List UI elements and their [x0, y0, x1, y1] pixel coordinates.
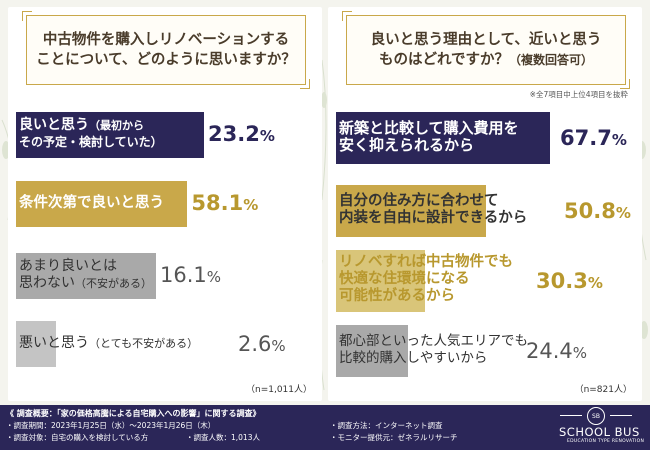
left-bar-value-3: 16.1% — [160, 263, 222, 287]
left-bar-2 — [16, 181, 188, 227]
right-chart-panel: 良いと思う理由として、近いと思う ものはどれですか？（複数回答可） ※全7項目中… — [328, 7, 642, 401]
left-bar-value-1: 23.2% — [208, 122, 275, 146]
left-bar-1 — [16, 112, 204, 158]
left-question-line2: ことについて、どのように思いますか？ — [36, 52, 296, 68]
right-bar-value-2: 50.8% — [564, 199, 631, 223]
right-bar-row-2: 自分の住み方に合わせて 内装を自由に設計できるから 50.8% — [336, 185, 636, 237]
footer-provider: ・モニター提供元：ゼネラルリサーチ — [330, 433, 458, 442]
right-bar-row-4: 都心部といった人気エリアでも 比較的購入しやすいから 24.4% — [336, 325, 636, 377]
left-bar-row-3: あまり良いとは 思わない（不安がある） 16.1% — [16, 253, 316, 299]
logo-tagline: EDUCATION TYPE RENOVATION — [567, 439, 645, 444]
left-bar-label-4: 悪いと思う（とても不安がある） — [19, 335, 199, 351]
left-bar-3 — [16, 253, 156, 299]
corner-decoration — [22, 11, 32, 21]
right-bar-4 — [336, 325, 408, 377]
survey-footer: 《 調査概要：「家の価格高騰による自宅購入への影響」に関する調査》 ・調査期間：… — [0, 405, 650, 450]
left-question-box: 中古物件を購入しリノベーションする ことについて、どのように思いますか？ — [22, 11, 310, 89]
left-bar-row-4: 悪いと思う（とても不安がある） 2.6% — [16, 321, 316, 367]
logo-line-right — [610, 415, 632, 416]
left-bar-value-2: 58.1% — [191, 191, 259, 215]
right-question-box: 良いと思う理由として、近いと思う ものはどれですか？（複数回答可） — [342, 11, 630, 89]
right-note: ※全7項目中上位4項目を抜粋 — [529, 90, 628, 99]
left-bar-value-4: 2.6% — [238, 332, 286, 356]
left-bar-label-1: 良いと思う（最初から その予定・検討していた） — [19, 117, 163, 149]
right-bar-row-1: 新築と比較して購入費用を 安く抑えられるから 67.7% — [336, 112, 636, 164]
footer-target: ・調査対象：自宅の購入を検討している方 — [6, 433, 149, 442]
corner-decoration — [620, 79, 630, 89]
right-bar-3 — [336, 250, 426, 312]
right-question-line2: ものはどれですか？ — [378, 52, 510, 68]
right-bar-value-3: 30.3% — [536, 269, 603, 293]
left-chart-panel: 中古物件を購入しリノベーションする ことについて、どのように思いますか？ 良いと… — [8, 7, 322, 401]
right-bar-row-3: リノベすれば中古物件でも 快適な住環境になる 可能性があるから 30.3% — [336, 250, 636, 312]
right-bar-label-2: 自分の住み方に合わせて 内装を自由に設計できるから — [339, 193, 528, 226]
left-bar-label-3: あまり良いとは 思わない（不安がある） — [19, 258, 152, 291]
left-question-line1: 中古物件を購入しリノベーションする — [42, 32, 290, 48]
logo-name: SCHOOL BUS — [559, 425, 640, 439]
corner-decoration — [342, 11, 352, 21]
left-bar-4 — [16, 321, 56, 367]
right-sample-size: （n=821人） — [574, 385, 632, 395]
left-sample-size: （n=1,011人） — [245, 385, 312, 395]
right-bar-1 — [336, 112, 550, 164]
right-bar-label-4: 都心部といった人気エリアでも 比較的購入しやすいから — [339, 333, 528, 366]
right-bar-label-3: リノベすれば中古物件でも 快適な住環境になる 可能性があるから — [339, 254, 513, 304]
right-question-sub: （複数回答可） — [509, 53, 594, 67]
right-bar-value-4: 24.4% — [526, 339, 588, 363]
school-bus-logo-icon: SB — [587, 407, 605, 425]
left-bar-row-1: 良いと思う（最初から その予定・検討していた） 23.2% — [16, 112, 316, 158]
right-bar-label-1: 新築と比較して購入費用を 安く抑えられるから — [339, 119, 519, 154]
corner-decoration — [300, 79, 310, 89]
right-bar-value-1: 67.7% — [560, 126, 627, 150]
footer-method: ・調査方法：インターネット調査 — [330, 421, 443, 430]
right-question-line1: 良いと思う理由として、近いと思う — [370, 32, 602, 48]
left-bar-row-2: 条件次第で良いと思う 58.1% — [16, 181, 316, 227]
left-bar-label-2: 条件次第で良いと思う — [19, 195, 164, 211]
footer-title: 《 調査概要：「家の価格高騰による自宅購入への影響」に関する調査》 — [6, 409, 261, 418]
logo-line-left — [560, 415, 582, 416]
footer-period: ・調査期間：2023年1月25日（水）～2023年1月26日（木） — [6, 421, 216, 430]
right-bar-2 — [336, 185, 486, 237]
footer-count: ・調査人数：1,013人 — [186, 433, 260, 442]
